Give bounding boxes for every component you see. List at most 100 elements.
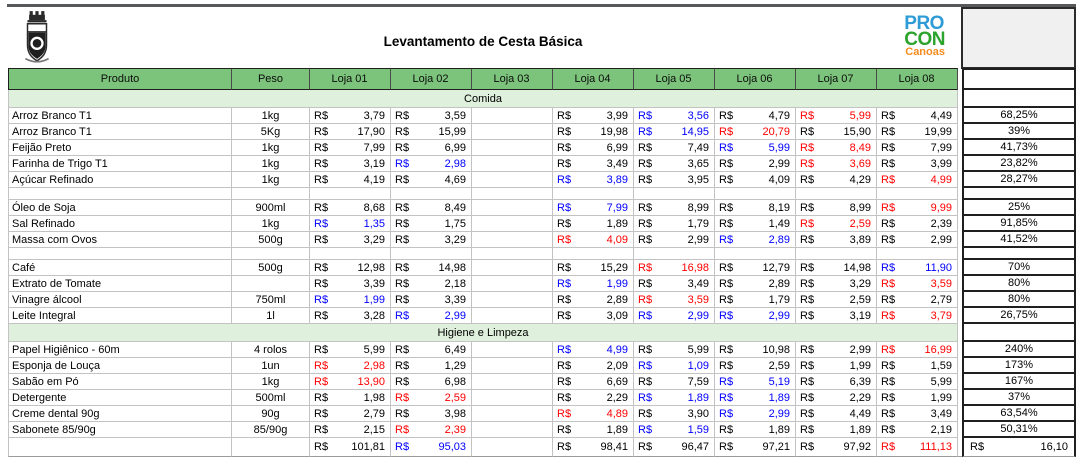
price-cell-loja-04: R$ 7,99 (553, 200, 634, 216)
price-value: 2,98 (363, 359, 385, 372)
variation-cell (962, 248, 1076, 260)
currency-symbol: R$ (314, 277, 329, 290)
price-cell-loja-03 (472, 200, 553, 216)
currency-symbol: R$ (638, 125, 653, 138)
price-cell-loja-05: R$ 14,95 (634, 124, 715, 140)
price-value: 8,49 (444, 201, 466, 214)
price-value: 1,89 (606, 217, 628, 230)
currency-symbol: R$ (395, 343, 410, 356)
price-value: 2,59 (849, 293, 871, 306)
price-cell-loja-08: R$ 3,59 (877, 276, 958, 292)
product-row: Sabonete 85/90g 85/90g R$ 2,15 R$ 2,39 R$ 1,89 R… (8, 422, 1076, 438)
currency-symbol: R$ (638, 277, 653, 290)
price-value: 3,99 (606, 109, 628, 122)
price-cell-loja-02: R$ 1,75 (391, 216, 472, 232)
currency-symbol: R$ (719, 309, 734, 322)
currency-symbol: R$ (881, 293, 896, 306)
section-header-row: Comida (8, 90, 1076, 108)
price-cell-loja-08: R$ 1,59 (877, 358, 958, 374)
price-value: 6,99 (606, 141, 628, 154)
weight-cell: 1kg (232, 172, 310, 188)
price-cell-loja-04: R$ 3,09 (553, 308, 634, 324)
weight-cell: 5Kg (232, 124, 310, 140)
currency-symbol: R$ (881, 141, 896, 154)
price-value: 3,65 (687, 157, 709, 170)
currency-symbol: R$ (800, 201, 815, 214)
price-value: 1,89 (606, 423, 628, 436)
price-cell-loja-07: R$ 8,99 (796, 200, 877, 216)
procon-canoas-logo: PRO CON Canoas (904, 14, 945, 57)
price-value: 4,49 (849, 407, 871, 420)
price-cell-loja-01: R$ 4,19 (310, 172, 391, 188)
currency-symbol: R$ (395, 277, 410, 290)
product-name-cell: Massa com Ovos (8, 232, 232, 248)
price-value: 14,98 (438, 261, 466, 274)
currency-symbol: R$ (314, 375, 329, 388)
currency-symbol: R$ (314, 293, 329, 306)
product-name-cell: Arroz Branco T1 (8, 124, 232, 140)
price-value: 8,49 (849, 141, 871, 154)
price-cell-loja-08: R$ 16,99 (877, 342, 958, 358)
price-value: 5,19 (768, 375, 790, 388)
price-value: 1,09 (687, 359, 709, 372)
price-value: 2,59 (444, 391, 466, 404)
price-value: 5,99 (687, 343, 709, 356)
column-header-loja-03: Loja 03 (472, 68, 553, 90)
price-cell-loja-05: R$ 1,79 (634, 216, 715, 232)
price-cell-loja-02: R$ 6,98 (391, 374, 472, 390)
price-value: 3,29 (363, 233, 385, 246)
price-cell-loja-07: R$ 3,19 (796, 308, 877, 324)
logo-text-con: CON (904, 28, 945, 50)
price-cell-loja-05: R$ 1,59 (634, 422, 715, 438)
price-value: 12,98 (357, 261, 385, 274)
product-name-cell: Extrato de Tomate (8, 276, 232, 292)
price-cell-loja-01: R$ 2,15 (310, 422, 391, 438)
variation-cell: 41,52% (962, 232, 1076, 248)
price-cell-loja-06 (715, 188, 796, 200)
price-cell-loja-02: R$ 15,99 (391, 124, 472, 140)
currency-symbol: R$ (314, 407, 329, 420)
variation-cell: 63,54% (962, 406, 1076, 422)
price-cell-loja-03 (472, 260, 553, 276)
variation-cell: 28,27% (962, 172, 1076, 188)
price-cell-loja-06: R$ 1,89 (715, 390, 796, 406)
price-cell-loja-01: R$ 13,90 (310, 374, 391, 390)
currency-symbol: R$ (881, 201, 896, 214)
currency-symbol: R$ (314, 141, 329, 154)
price-value: 1,89 (768, 391, 790, 404)
price-value: 4,09 (606, 233, 628, 246)
variation-cell (962, 324, 1076, 342)
price-value: 96,47 (681, 441, 709, 453)
price-cell-loja-08: R$ 3,49 (877, 406, 958, 422)
canoas-crest-icon (24, 11, 50, 63)
product-name-cell: Sabão em Pó (8, 374, 232, 390)
price-cell-loja-08: R$ 2,79 (877, 292, 958, 308)
price-value: 1,79 (687, 217, 709, 230)
currency-symbol: R$ (800, 375, 815, 388)
price-value: 3,79 (930, 309, 952, 322)
price-cell-loja-06: R$ 2,99 (715, 406, 796, 422)
price-cell-loja-03 (472, 390, 553, 406)
price-cell-loja-07: R$ 2,59 (796, 292, 877, 308)
currency-symbol: R$ (800, 157, 815, 170)
product-name-cell: Açúcar Refinado (8, 172, 232, 188)
weight-cell: 4 rolos (232, 342, 310, 358)
currency-symbol: R$ (314, 441, 329, 453)
price-value: 8,19 (768, 201, 790, 214)
price-value: 2,99 (768, 157, 790, 170)
price-cell-loja-07: R$ 3,69 (796, 156, 877, 172)
price-value: 2,09 (606, 359, 628, 372)
price-cell-loja-02: R$ 14,98 (391, 260, 472, 276)
price-cell-loja-08: R$ 2,19 (877, 422, 958, 438)
currency-symbol: R$ (800, 109, 815, 122)
price-cell-loja-08: R$ 111,13 (877, 438, 958, 457)
price-cell-loja-05: R$ 7,59 (634, 374, 715, 390)
currency-symbol: R$ (638, 141, 653, 154)
price-cell-loja-04 (553, 248, 634, 260)
price-cell-loja-07 (796, 188, 877, 200)
price-value: 3,79 (363, 109, 385, 122)
currency-symbol: R$ (881, 125, 896, 138)
product-name-cell: Farinha de Trigo T1 (8, 156, 232, 172)
currency-symbol: R$ (557, 157, 572, 170)
price-cell-loja-06: R$ 1,49 (715, 216, 796, 232)
